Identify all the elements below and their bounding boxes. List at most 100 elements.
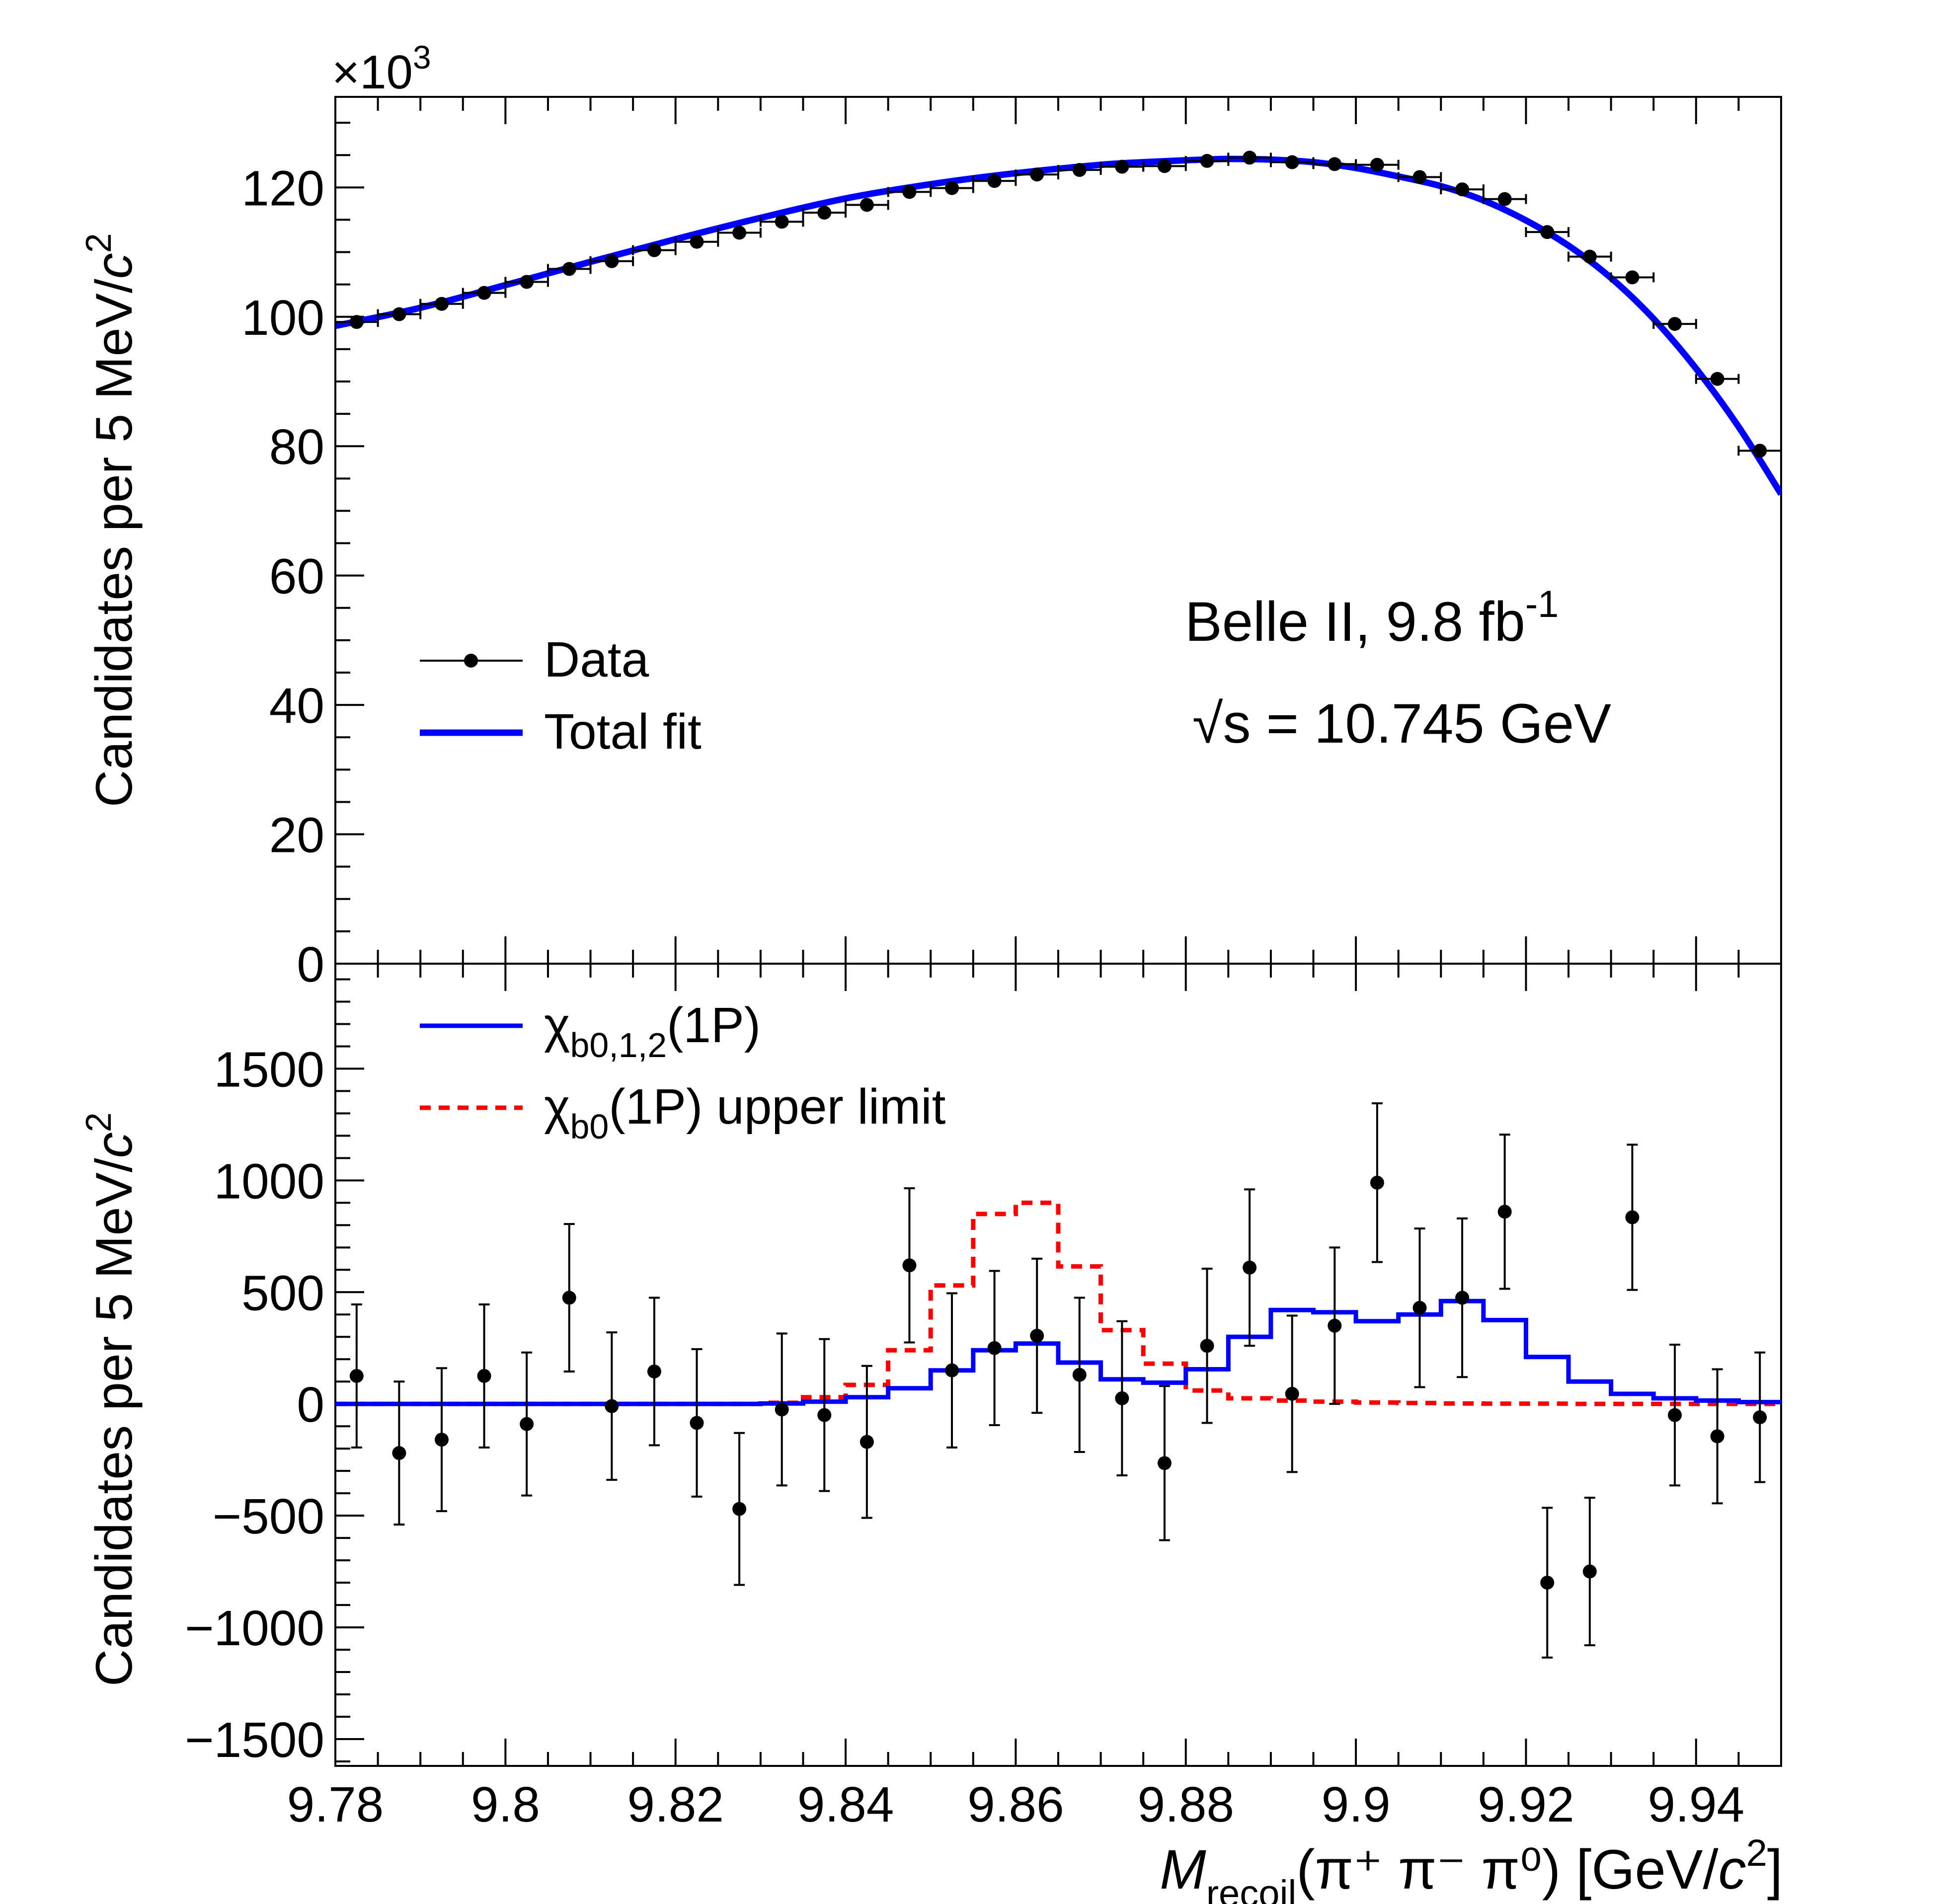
bottom-data-point — [647, 1364, 661, 1378]
bottom-data-point — [1370, 1175, 1384, 1190]
legend-item-signal: χb0,1,2(1P) — [420, 997, 761, 1065]
legend-upper-limit-label: χb0(1P) upper limit — [544, 1079, 946, 1146]
x-tick-label: 9.78 — [287, 1777, 384, 1832]
bottom-data-point — [1582, 1564, 1597, 1579]
top-data-point — [1370, 157, 1384, 172]
bottom-data-point — [690, 1416, 704, 1430]
bottom-data-point — [1115, 1391, 1129, 1405]
bottom-data-point — [817, 1408, 832, 1422]
top-data-points — [335, 151, 1781, 458]
top-y-tick-label: 20 — [269, 808, 324, 863]
bottom-data-point — [1753, 1410, 1767, 1425]
bottom-data-point — [1072, 1368, 1087, 1382]
top-data-point — [434, 297, 449, 311]
total-fit-curve — [335, 155, 1781, 496]
top-legend: Data Total fit — [420, 632, 702, 760]
top-data-point — [605, 254, 619, 268]
bottom-data-points — [349, 1102, 1767, 1659]
top-data-point — [1625, 270, 1640, 285]
top-data-point — [775, 215, 789, 229]
bottom-data-point — [349, 1369, 364, 1383]
top-y-tick-label: 100 — [241, 290, 324, 346]
top-data-point — [1455, 182, 1470, 197]
top-data-point — [392, 307, 406, 321]
top-data-point — [1072, 163, 1087, 177]
top-data-point — [1115, 159, 1129, 174]
bottom-data-point — [732, 1502, 747, 1516]
legend-fit-label: Total fit — [544, 704, 702, 760]
top-data-point — [1157, 159, 1172, 173]
bottom-data-point — [1285, 1386, 1299, 1401]
bottom-data-point — [1030, 1329, 1044, 1343]
x-tick-label: 9.86 — [967, 1777, 1064, 1832]
top-data-point — [1753, 444, 1767, 458]
bottom-data-point — [1412, 1300, 1427, 1315]
x-tick-label: 9.94 — [1648, 1777, 1745, 1832]
top-plot-frame — [334, 96, 1782, 965]
x-axis-title: Mrecoil(π⁺ π⁻ π⁰) [GeV/c2] — [1160, 1832, 1783, 1904]
signal-histogram — [335, 1298, 1781, 1406]
top-y-tick-label: 0 — [297, 937, 324, 992]
bottom-data-point — [902, 1258, 917, 1273]
top-data-point — [1497, 192, 1512, 206]
top-data-point — [477, 286, 491, 300]
bottom-data-point — [1200, 1339, 1214, 1353]
experiment-label: Belle II, 9.8 fb-1 — [1185, 583, 1559, 653]
top-data-point — [1582, 249, 1597, 264]
bottom-data-point — [1710, 1429, 1724, 1444]
top-data-point — [647, 243, 661, 257]
bottom-data-point — [775, 1402, 789, 1417]
bottom-data-point — [434, 1433, 449, 1447]
top-data-point — [1412, 170, 1427, 184]
bottom-y-tick-label: −500 — [213, 1489, 324, 1544]
bottom-data-point — [1540, 1576, 1555, 1590]
top-data-point — [1285, 155, 1299, 169]
top-data-point — [349, 315, 364, 329]
top-y-ticks: 0 20 40 60 80 100 120 — [241, 122, 364, 992]
top-data-point — [732, 226, 747, 240]
legend-item-total-fit: Total fit — [420, 704, 702, 760]
top-data-point — [1030, 167, 1044, 182]
top-x-ticks — [334, 97, 1782, 964]
bottom-y-tick-label: 1000 — [214, 1153, 324, 1209]
y-exponent-power: 3 — [413, 39, 431, 76]
energy-label: √s = 10.745 GeV — [1192, 692, 1611, 755]
x-tick-label: 9.84 — [797, 1777, 894, 1832]
x-tick-label: 9.82 — [627, 1777, 724, 1832]
bottom-data-point — [520, 1417, 534, 1431]
bottom-plot-area — [335, 1102, 1781, 1659]
top-panel: 0 20 40 60 80 100 120 ×103 Candidates per 5 Me… — [79, 39, 1782, 992]
x-tick-label: 9.9 — [1322, 1777, 1391, 1832]
bottom-data-point — [945, 1363, 959, 1377]
bottom-y-tick-label: −1000 — [185, 1600, 324, 1656]
bottom-y-tick-label: 0 — [297, 1377, 324, 1433]
bottom-legend: χb0,1,2(1P) χb0(1P) upper limit — [420, 997, 946, 1146]
top-data-point — [987, 174, 1002, 188]
top-data-point — [817, 206, 832, 220]
legend-signal-label: χb0,1,2(1P) — [544, 997, 761, 1065]
bottom-data-point — [1157, 1456, 1172, 1470]
bottom-data-point — [392, 1446, 406, 1460]
top-y-tick-label: 120 — [241, 160, 324, 216]
top-data-point — [690, 234, 704, 249]
bottom-data-point — [860, 1435, 874, 1449]
top-data-point — [902, 185, 917, 199]
bottom-y-tick-label: 500 — [241, 1265, 324, 1321]
bottom-data-point — [477, 1369, 491, 1383]
upper-limit-histogram — [335, 1200, 1781, 1406]
bottom-y-axis-title: Candidates per 5 MeV/c2 — [79, 1112, 143, 1686]
top-data-point — [945, 181, 959, 195]
top-data-point — [1328, 157, 1342, 171]
legend-data-label: Data — [544, 632, 649, 687]
top-data-point — [1200, 153, 1214, 168]
bottom-data-point — [1455, 1291, 1470, 1305]
top-y-tick-label: 40 — [269, 678, 324, 734]
top-y-tick-label: 60 — [269, 549, 324, 605]
x-tick-label: 9.8 — [471, 1777, 540, 1832]
top-data-point — [562, 262, 576, 276]
legend-item-data: Data — [420, 632, 649, 687]
y-exponent-label: ×103 — [332, 39, 431, 99]
bottom-data-point — [605, 1399, 619, 1413]
